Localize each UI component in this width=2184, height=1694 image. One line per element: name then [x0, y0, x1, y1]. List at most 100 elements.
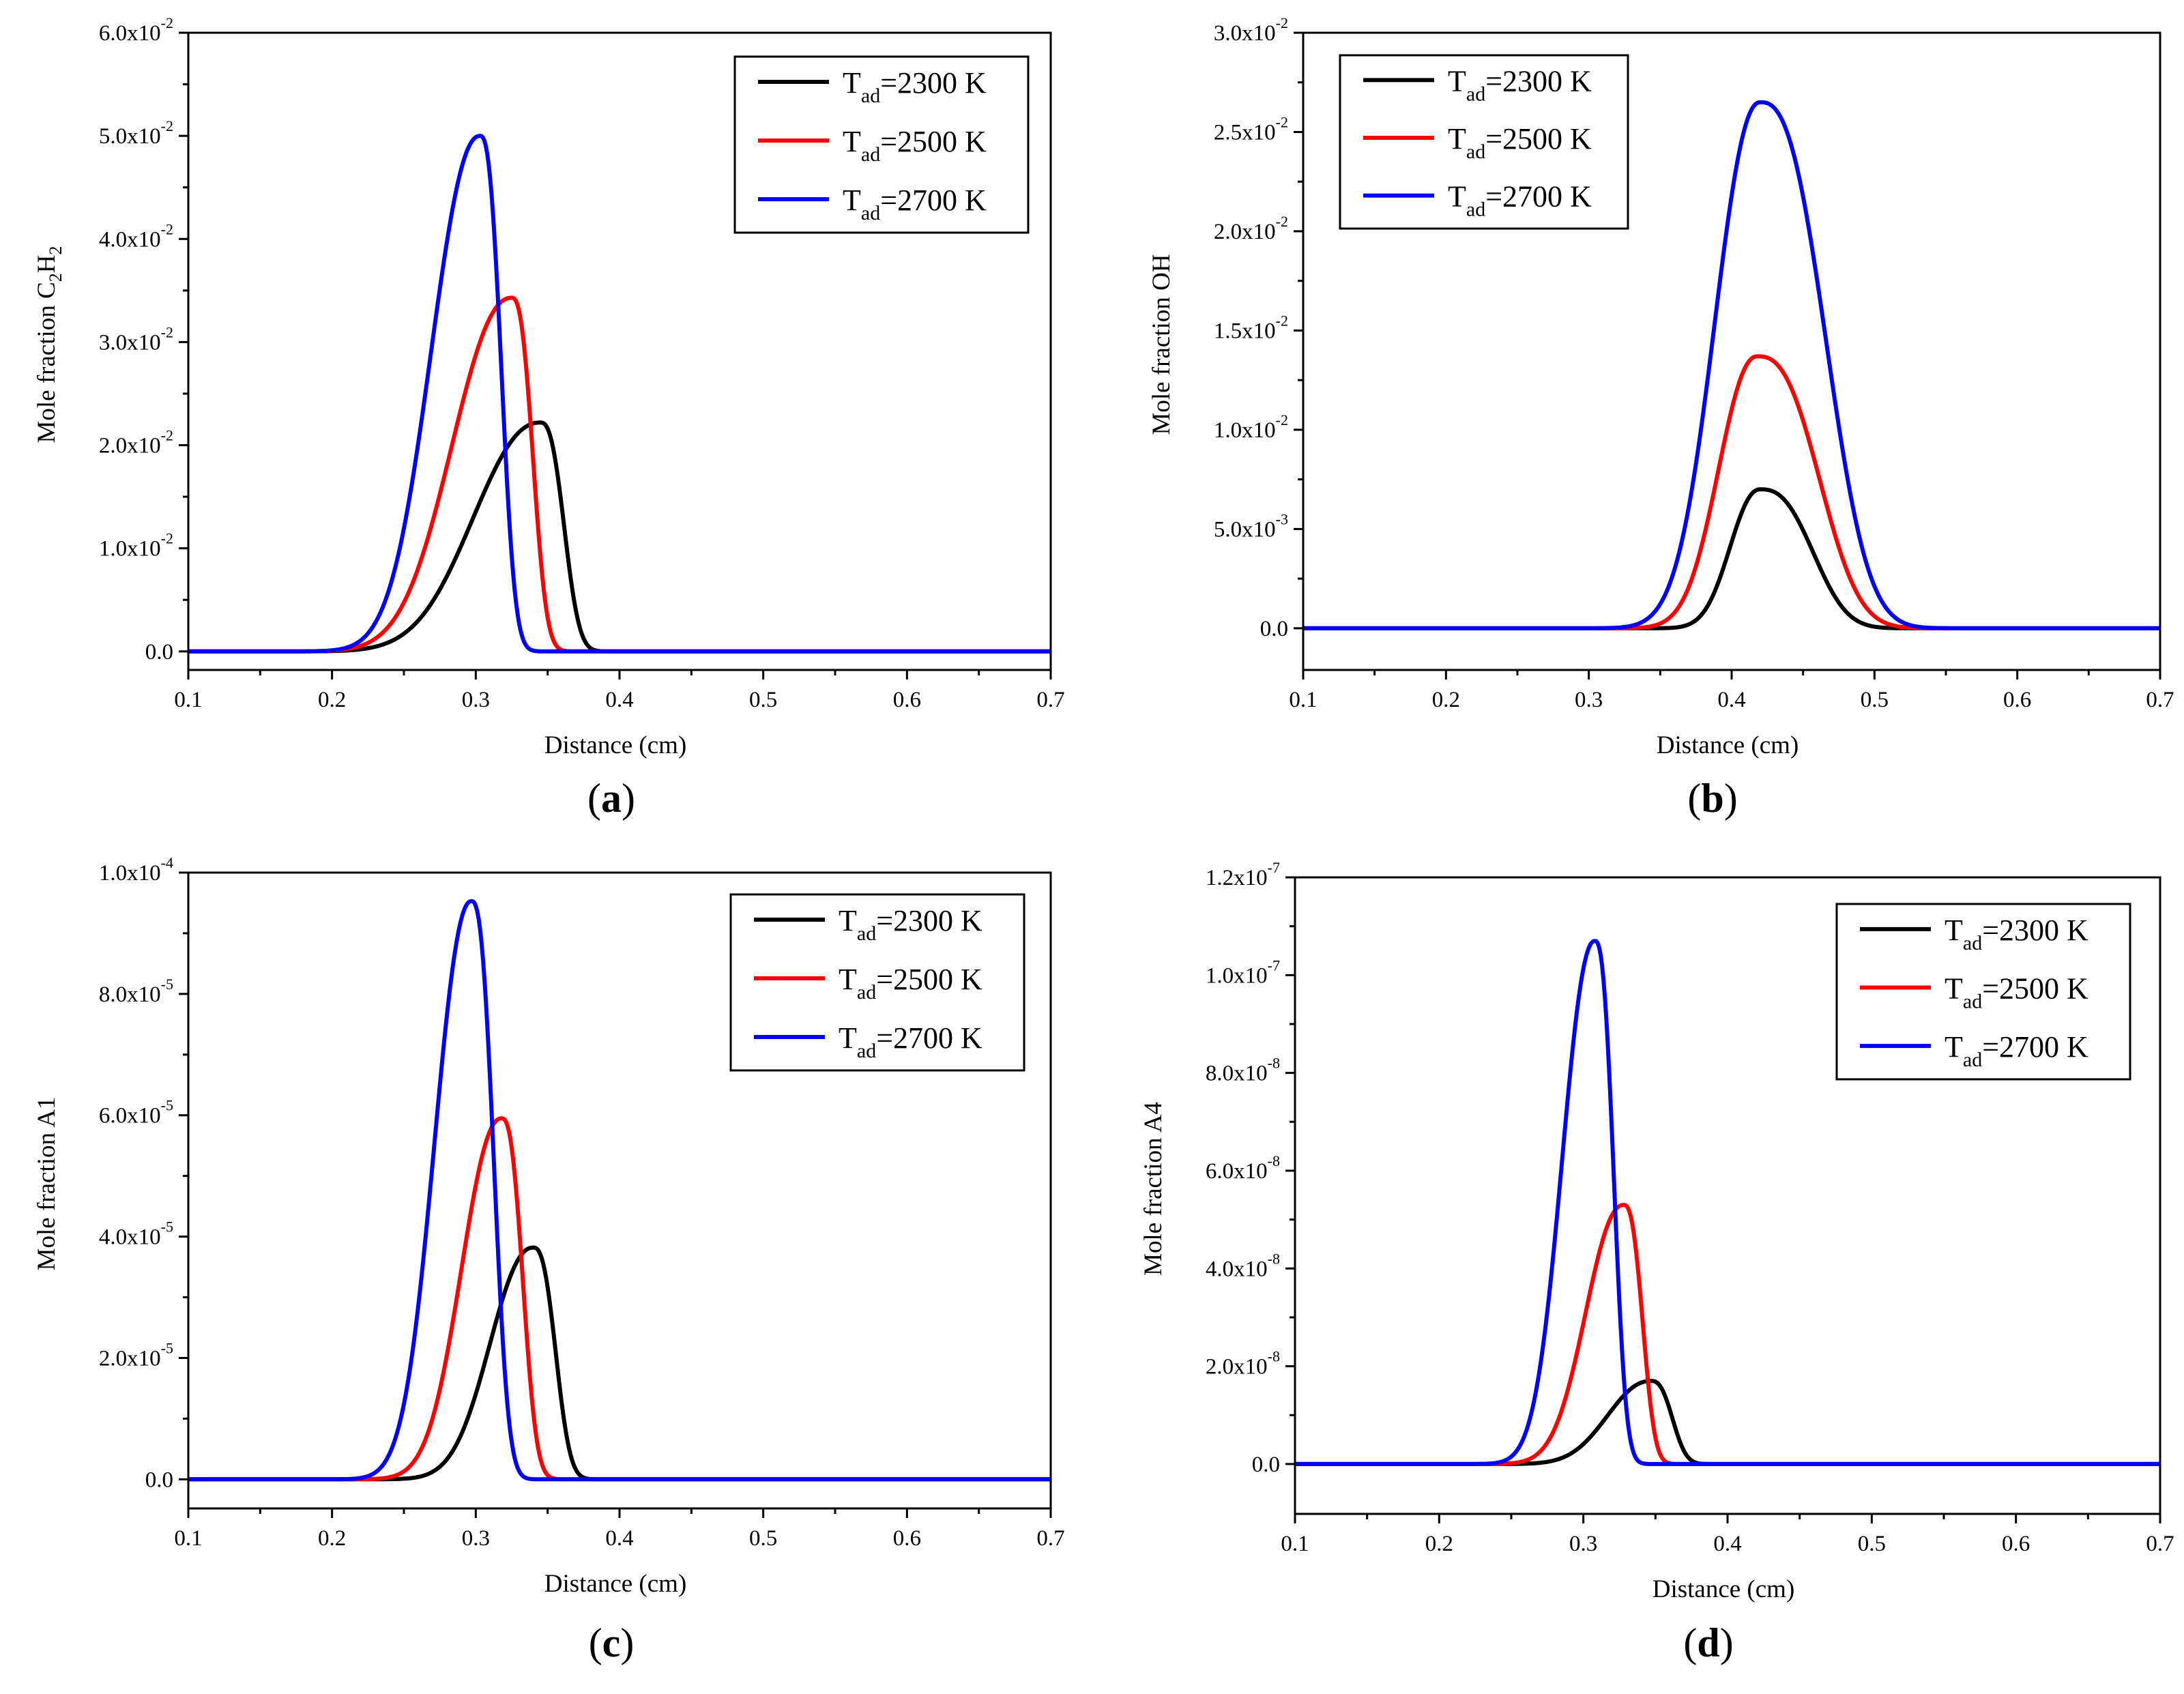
y-tick-label: 4.0x10-8: [1206, 1250, 1280, 1281]
y-tick-label: 0.0: [145, 640, 173, 665]
x-axis-title: Distance (cm): [1652, 1575, 1795, 1603]
x-tick-label: 0.5: [1861, 688, 1889, 712]
x-tick-label: 0.4: [1713, 1532, 1741, 1556]
y-tick-label: 8.0x10-5: [99, 976, 173, 1007]
legend: Tad=2300 K Tad=2500 K Tad=2700 K: [1835, 903, 2131, 1081]
legend-entry: Tad=2700 K: [843, 184, 987, 224]
series-line-2: [188, 1116, 1051, 1482]
y-tick-label: 3.0x10-2: [99, 323, 173, 355]
x-tick-label: 0.5: [749, 688, 777, 712]
y-axis-title: Mole fraction C2H2: [33, 246, 65, 443]
y-tick-label: 4.0x10-2: [99, 220, 173, 252]
series-line-3: [1295, 939, 2160, 1466]
x-tick-label: 0.7: [1036, 688, 1064, 712]
legend-box: [733, 55, 1030, 234]
legend: Tad=2300 K Tad=2500 K Tad=2700 K: [733, 55, 1030, 234]
series-line-2: [1295, 1203, 2160, 1466]
panel-label: (d): [1683, 1620, 1733, 1665]
series-line-1: [188, 1245, 1051, 1482]
x-axis-title: Distance (cm): [544, 731, 687, 759]
legend-entry: Tad=2700 K: [839, 1021, 982, 1062]
x-tick-label: 0.3: [1569, 1532, 1597, 1556]
y-tick-label: 8.0x10-8: [1206, 1055, 1280, 1086]
x-tick-label: 0.2: [1425, 1532, 1453, 1556]
y-tick-label: 2.0x10-2: [99, 427, 173, 458]
x-tick-label: 0.6: [2003, 688, 2031, 712]
legend-box: [1339, 54, 1629, 230]
y-tick-label: 1.0x10-2: [1214, 411, 1288, 443]
legend-entry: Tad=2300 K: [1448, 64, 1592, 105]
y-tick-label: 2.0x10-2: [1214, 213, 1288, 244]
series-lines: [1295, 939, 2160, 1466]
x-tick-label: 0.2: [318, 688, 346, 712]
series-lines: [188, 134, 1051, 654]
y-tick-label: 5.0x10-3: [1214, 510, 1288, 542]
y-tick-label: 1.5x10-2: [1214, 312, 1288, 343]
x-axis-title: Distance (cm): [544, 1570, 687, 1598]
panel-b: 0.1 0.2 0.3 0.4 0.5 0.6 0.7 0.0 5.0x10-3 1.0x10-2…: [1148, 14, 2174, 821]
series-line-2: [1303, 354, 2160, 630]
x-tick-label: 0.6: [893, 688, 921, 712]
series-lines: [1303, 100, 2160, 630]
legend-entry: Tad=2300 K: [843, 66, 987, 107]
x-tick-label: 0.6: [893, 1526, 921, 1551]
y-tick-label: 0.0: [1252, 1452, 1280, 1477]
x-tick-label: 0.4: [605, 688, 633, 712]
y-tick-label: 1.0x10-4: [99, 854, 173, 886]
y-tick-label: 2.0x10-5: [99, 1339, 173, 1371]
series-line-2: [188, 295, 1051, 654]
y-tick-label: 6.0x10-8: [1206, 1152, 1280, 1184]
legend-box: [729, 893, 1025, 1072]
x-tick-label: 0.1: [174, 1526, 202, 1551]
x-tick-label: 0.1: [174, 688, 202, 712]
panel-a: 0.1 0.2 0.3 0.4 0.5 0.6 0.7 0.0 1.0x10-2 2.0x10-2…: [33, 14, 1065, 821]
legend-entry: Tad=2500 K: [843, 125, 987, 166]
y-axis-title: Mole fraction A4: [1139, 1102, 1167, 1276]
series-line-1: [188, 420, 1051, 654]
y-tick-label: 6.0x10-2: [99, 14, 173, 46]
x-tick-label: 0.5: [1858, 1532, 1886, 1556]
y-tick-label: 0.0: [1260, 617, 1288, 641]
x-tick-label: 0.2: [318, 1526, 346, 1551]
legend-entry: Tad=2500 K: [839, 963, 982, 1004]
legend: Tad=2300 K Tad=2500 K Tad=2700 K: [1339, 54, 1629, 230]
x-tick-label: 0.3: [462, 688, 490, 712]
x-tick-label: 0.3: [462, 1526, 490, 1551]
x-axis-title: Distance (cm): [1657, 731, 1799, 759]
legend-entry: Tad=2500 K: [1448, 122, 1592, 163]
legend-entry: Tad=2500 K: [1945, 972, 2088, 1013]
x-tick-label: 0.6: [2002, 1532, 2030, 1556]
y-tick-label: 1.0x10-2: [99, 530, 173, 561]
series-line-3: [1303, 100, 2160, 630]
y-tick-label: 6.0x10-5: [99, 1097, 173, 1128]
y-tick-label: 4.0x10-5: [99, 1218, 173, 1250]
x-tick-label: 0.3: [1575, 688, 1603, 712]
legend-entry: Tad=2300 K: [1945, 914, 2088, 954]
x-tick-label: 0.7: [2146, 1532, 2174, 1556]
x-tick-label: 0.2: [1432, 688, 1460, 712]
y-tick-label: 1.0x10-7: [1206, 956, 1280, 988]
x-tick-label: 0.4: [1717, 688, 1745, 712]
legend-entry: Tad=2300 K: [839, 904, 982, 945]
y-axis-title: Mole fraction OH: [1148, 254, 1176, 435]
x-tick-label: 0.4: [605, 1526, 633, 1551]
panel-label: (b): [1687, 776, 1737, 821]
x-tick-label: 0.7: [1036, 1526, 1064, 1551]
legend-entry: Tad=2700 K: [1448, 180, 1592, 221]
y-tick-label: 3.0x10-2: [1214, 14, 1288, 46]
y-tick-label: 1.2x10-7: [1206, 859, 1280, 890]
legend-box: [1835, 903, 2131, 1081]
panel-c: 0.1 0.2 0.3 0.4 0.5 0.6 0.7 0.0 2.0x10-5 4.0x10-5…: [33, 854, 1065, 1665]
x-tick-label: 0.7: [2146, 688, 2174, 712]
y-tick-label: 0.0: [145, 1467, 173, 1492]
panel-label: (a): [587, 776, 635, 821]
y-tick-label: 5.0x10-2: [99, 117, 173, 149]
series-lines: [188, 899, 1051, 1482]
panel-d: 0.1 0.2 0.3 0.4 0.5 0.6 0.7 0.0 2.0x10-8 4.0x10-8…: [1139, 859, 2174, 1665]
y-tick-label: 2.5x10-2: [1214, 113, 1288, 145]
series-line-1: [1303, 487, 2160, 630]
series-line-1: [1295, 1379, 2160, 1466]
y-axis-title: Mole fraction A1: [33, 1097, 61, 1271]
legend: Tad=2300 K Tad=2500 K Tad=2700 K: [729, 893, 1025, 1072]
